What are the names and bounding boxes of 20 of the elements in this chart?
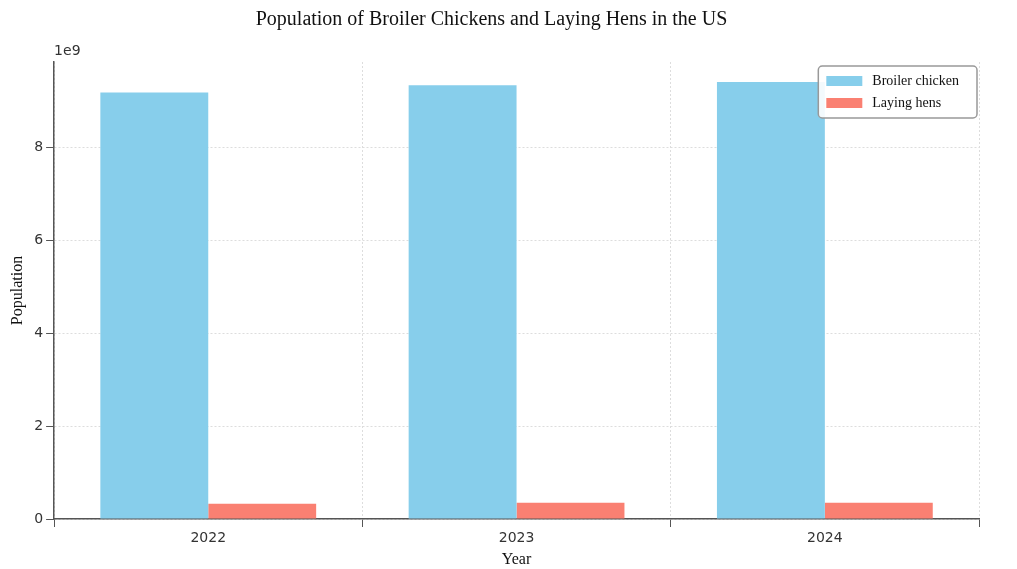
x-axis-title: Year xyxy=(501,549,532,567)
y-tick-label: 4 xyxy=(34,324,44,341)
chart-title: Population of Broiler Chickens and Laying Hens in the US xyxy=(255,7,728,31)
y-axis-title: Population xyxy=(7,255,26,326)
bar xyxy=(408,85,517,519)
y-tick-label: 2 xyxy=(34,416,44,433)
y-tick-label: 0 xyxy=(34,509,44,526)
legend-label: Broiler chicken xyxy=(872,72,959,88)
x-tick-label: 2022 xyxy=(190,529,227,546)
text: 1e9 xyxy=(54,41,81,58)
y-tick-label: 8 xyxy=(34,138,44,155)
bar xyxy=(100,92,209,519)
x-tick-label: 2024 xyxy=(807,529,843,546)
y-tick-label: 6 xyxy=(34,231,44,248)
bar xyxy=(716,81,825,519)
x-tick-label: 2023 xyxy=(498,529,535,546)
legend-label: Laying hens xyxy=(872,94,942,110)
bar xyxy=(824,502,933,519)
bar xyxy=(516,502,625,519)
bar xyxy=(208,503,317,519)
